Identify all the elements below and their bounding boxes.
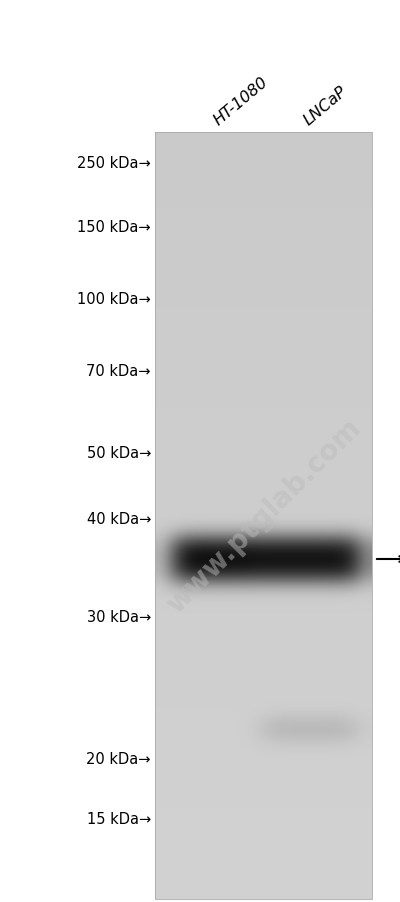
Text: LNCaP: LNCaP xyxy=(300,83,349,128)
Bar xyxy=(155,133,372,899)
Text: 15 kDa→: 15 kDa→ xyxy=(87,812,151,826)
Text: 30 kDa→: 30 kDa→ xyxy=(87,610,151,625)
Text: 100 kDa→: 100 kDa→ xyxy=(77,292,151,308)
Text: www.ptglab.com: www.ptglab.com xyxy=(161,413,366,619)
Text: 70 kDa→: 70 kDa→ xyxy=(86,364,151,379)
Text: 150 kDa→: 150 kDa→ xyxy=(77,220,151,235)
Text: 20 kDa→: 20 kDa→ xyxy=(86,751,151,767)
Text: 250 kDa→: 250 kDa→ xyxy=(77,155,151,170)
Text: 40 kDa→: 40 kDa→ xyxy=(87,512,151,527)
Text: HT-1080: HT-1080 xyxy=(210,74,270,128)
Text: 50 kDa→: 50 kDa→ xyxy=(87,445,151,460)
